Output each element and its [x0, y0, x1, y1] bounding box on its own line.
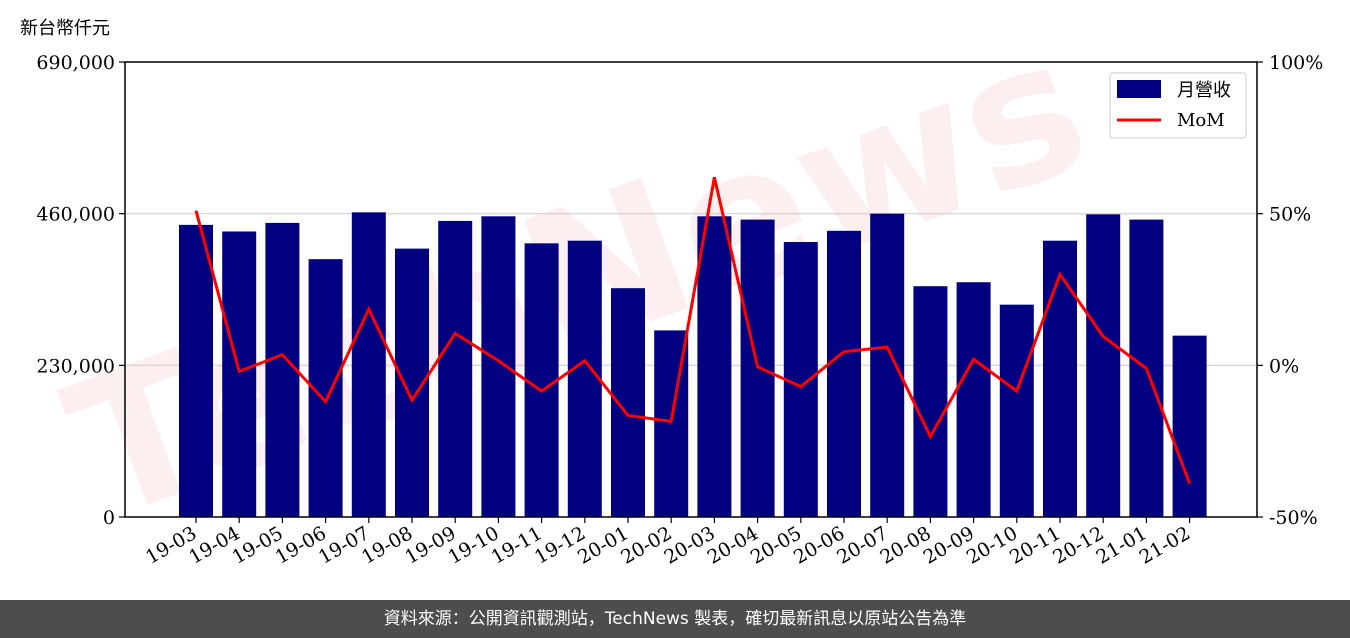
right-tick-label: 0%: [1269, 355, 1299, 377]
mom-line: [194, 176, 1192, 485]
x-tick-label-21-02: 21-02: [1136, 522, 1194, 568]
right-axis-ticks: -50% 0% 50% 100%: [1257, 52, 1323, 529]
source-footer: 資料來源：公開資訊觀測站，TechNews 製表，確切最新訊息以原站公告為準: [0, 600, 1350, 638]
bar-19-10: [481, 216, 516, 517]
bar-20-07: [870, 213, 905, 517]
plot-frame: [124, 61, 1258, 518]
bar-19-05: [265, 222, 300, 517]
y-axis-unit-label: 新台幣仟元: [20, 18, 110, 39]
bar-series: [179, 212, 1207, 518]
bar-20-11: [1043, 240, 1077, 518]
bar-19-03: [179, 224, 213, 517]
legend-mom-label: MoM: [1177, 110, 1225, 131]
bar-19-07: [351, 212, 386, 517]
bar-19-11: [524, 243, 559, 517]
legend: 月營收 MoM: [1109, 72, 1247, 139]
right-tick-label: 50%: [1269, 204, 1311, 226]
legend-revenue-label: 月營收: [1177, 80, 1231, 101]
left-axis-ticks: 0 230,000 460,000 690,000: [36, 52, 125, 529]
bar-20-03: [697, 216, 732, 517]
left-tick-label: 690,000: [36, 52, 115, 74]
left-tick-label: 0: [103, 507, 115, 529]
bar-21-02: [1172, 335, 1207, 517]
bar-19-09: [438, 220, 473, 517]
right-tick-label: 100%: [1269, 52, 1323, 74]
bar-19-12: [567, 240, 602, 518]
bar-20-08: [913, 286, 948, 517]
legend-bar-swatch: [1117, 80, 1161, 98]
left-tick-label: 460,000: [36, 204, 115, 226]
bar-20-09: [956, 282, 991, 517]
x-axis-ticks: 19-0319-0419-0519-0619-0719-0819-0919-10…: [142, 517, 1194, 569]
bar-20-06: [827, 230, 861, 518]
bar-20-05: [783, 242, 818, 518]
bar-20-10: [999, 304, 1034, 517]
right-tick-label: -50%: [1269, 507, 1318, 529]
bar-20-12: [1086, 214, 1121, 517]
left-tick-label: 230,000: [36, 355, 115, 377]
bar-19-04: [222, 231, 257, 517]
